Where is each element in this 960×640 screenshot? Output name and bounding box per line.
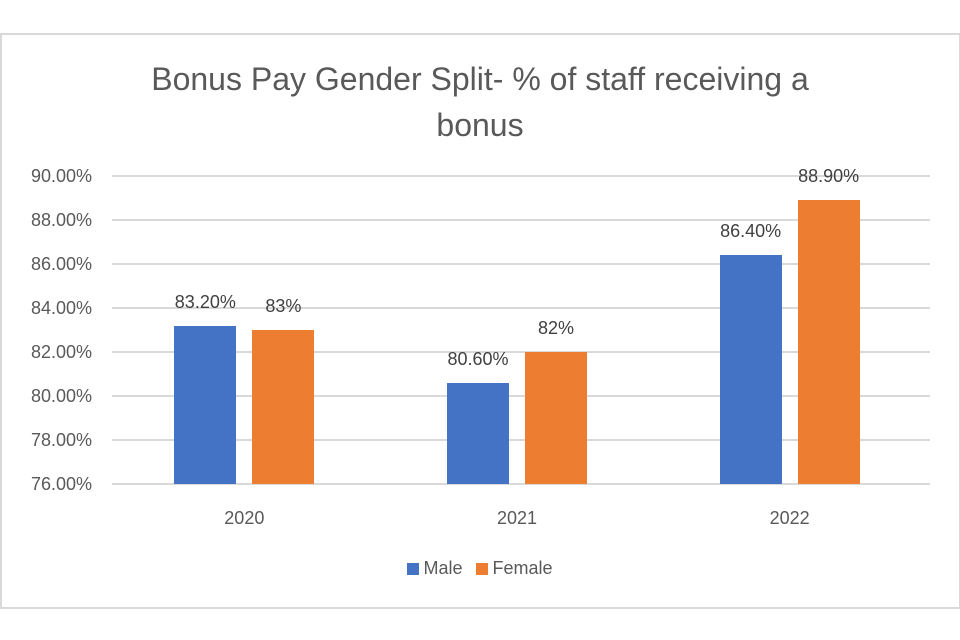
gridline <box>112 219 930 221</box>
legend-item-female: Female <box>476 558 553 579</box>
data-label: 86.40% <box>720 221 782 242</box>
y-tick-label: 84.00% <box>30 298 92 318</box>
legend-swatch-male <box>407 562 420 575</box>
data-label: 82% <box>537 318 575 338</box>
y-tick-label: 88.00% <box>30 210 92 230</box>
chart-title-line-1: Bonus Pay Gender Split- % of staff recei… <box>151 61 809 97</box>
bar-female-2022 <box>797 200 860 484</box>
chart-title-line-2: bonus <box>436 107 524 143</box>
gridline <box>112 175 930 177</box>
gridline <box>112 483 930 485</box>
legend-label-female: Female <box>492 558 553 578</box>
data-label: 83.20% <box>174 291 236 312</box>
chart-title: Bonus Pay Gender Split- % of staff recei… <box>0 56 960 148</box>
gridline <box>112 439 930 441</box>
x-tick-label: 2021 <box>496 508 538 528</box>
legend-label-male: Male <box>423 558 463 578</box>
y-tick-label: 82.00% <box>30 342 92 362</box>
gridline <box>112 395 930 397</box>
y-tick-label: 90.00% <box>30 166 92 186</box>
legend: Male Female <box>0 558 960 579</box>
y-tick-label: 76.00% <box>30 474 92 494</box>
x-tick-label: 2022 <box>769 508 810 528</box>
legend-item-male: Male <box>407 558 462 579</box>
y-tick-label: 86.00% <box>30 254 92 274</box>
bar-female-2020 <box>252 330 315 484</box>
plot-area <box>112 175 930 485</box>
data-label: 88.90% <box>798 166 860 187</box>
gridline <box>112 263 930 265</box>
gridline <box>112 351 930 353</box>
y-tick-label: 78.00% <box>30 430 92 450</box>
bar-male-2022 <box>719 255 782 484</box>
bar-male-2020 <box>174 325 237 484</box>
y-tick-label: 80.00% <box>30 386 92 406</box>
gridline <box>112 307 930 309</box>
data-label: 83% <box>265 296 302 316</box>
bar-male-2021 <box>447 382 509 484</box>
legend-swatch-female <box>476 562 489 575</box>
data-label: 80.60% <box>447 348 509 369</box>
x-tick-label: 2020 <box>224 508 265 528</box>
bar-female-2021 <box>525 352 587 484</box>
